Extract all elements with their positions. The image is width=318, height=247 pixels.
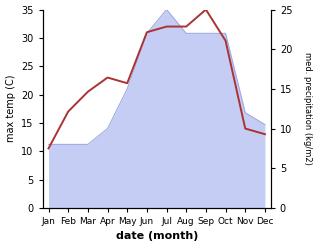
Y-axis label: med. precipitation (kg/m2): med. precipitation (kg/m2) — [303, 52, 313, 165]
Y-axis label: max temp (C): max temp (C) — [5, 75, 16, 143]
X-axis label: date (month): date (month) — [115, 231, 198, 242]
